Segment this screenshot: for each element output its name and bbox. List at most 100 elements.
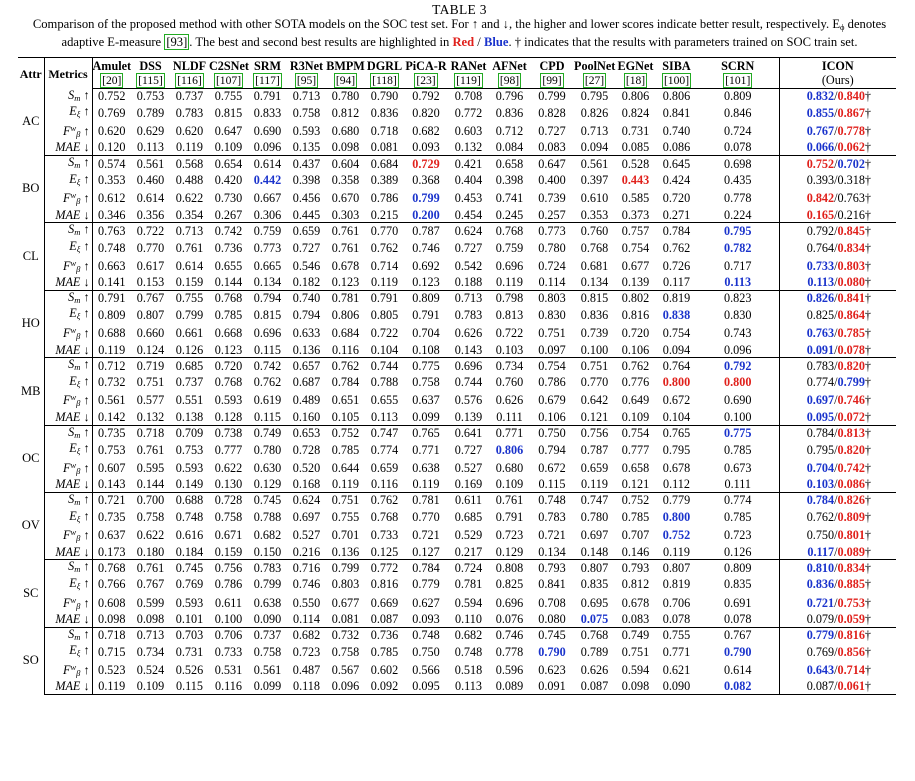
method-cite-link[interactable]: [20] bbox=[100, 72, 124, 88]
method-cite-link[interactable]: [118] bbox=[370, 72, 399, 88]
table-cell: 0.059† bbox=[837, 612, 896, 628]
method-cite-cell[interactable]: [107] bbox=[209, 72, 248, 90]
method-cite-cell[interactable]: [95] bbox=[287, 72, 326, 90]
method-cite-link[interactable]: [116] bbox=[175, 72, 204, 88]
method-cite-link[interactable]: [18] bbox=[623, 72, 648, 88]
method-cite-cell[interactable]: [100] bbox=[656, 72, 697, 90]
metric-label-text: Sm ↑ bbox=[68, 222, 90, 238]
method-cite-cell[interactable]: [98] bbox=[489, 72, 530, 90]
method-cite-cell[interactable]: [101] bbox=[697, 72, 780, 90]
cell-value: 0.761 bbox=[136, 560, 165, 575]
cell-value: 0.678 bbox=[621, 595, 650, 610]
method-cite-link[interactable]: [99] bbox=[540, 72, 564, 88]
method-cite-link[interactable]: [107] bbox=[213, 72, 244, 88]
cell-value: 0.527 bbox=[292, 528, 321, 543]
table-cell: 0.739 bbox=[574, 324, 615, 344]
caption-ref-link[interactable]: [93] bbox=[164, 34, 190, 50]
table-cell: 0.527 bbox=[287, 526, 326, 546]
table-cell: 0.454 bbox=[448, 208, 489, 224]
method-cite-cell[interactable]: [116] bbox=[170, 72, 209, 90]
method-cite-cell[interactable]: [117] bbox=[248, 72, 287, 90]
table-cell: 0.084 bbox=[489, 141, 530, 157]
table-cell: 0.714 bbox=[365, 257, 404, 277]
table-cell: 0.755 bbox=[209, 89, 248, 106]
table-cell: 0.864† bbox=[838, 307, 897, 324]
table-cell: 0.614 bbox=[248, 156, 287, 173]
method-cite-link[interactable]: [115] bbox=[136, 72, 165, 88]
method-cite-cell[interactable]: [18] bbox=[615, 72, 656, 90]
cell-value: 0.398 bbox=[292, 173, 321, 188]
table-cell: 0.083 bbox=[615, 612, 656, 628]
method-cite-cell[interactable]: [99] bbox=[530, 72, 574, 90]
table-cell: 0.784 bbox=[326, 375, 365, 392]
method-cite-link[interactable]: [100] bbox=[661, 72, 692, 88]
table-cell: 0.799 bbox=[248, 577, 287, 594]
cell-slash: / bbox=[834, 240, 838, 255]
table-cell: 0.809 bbox=[92, 307, 131, 324]
dagger-mark: † bbox=[864, 223, 872, 238]
cell-value: 0.626 bbox=[580, 662, 609, 677]
table-cell: 0.774 bbox=[697, 492, 780, 510]
cell-value: 0.733 bbox=[214, 644, 243, 659]
table-cell: 0.112 bbox=[656, 478, 697, 493]
method-cite-link[interactable]: [23] bbox=[414, 72, 438, 88]
cell-value: 0.617 bbox=[136, 258, 165, 273]
table-cell: 0.611 bbox=[209, 594, 248, 614]
cell-value: 0.724 bbox=[454, 560, 483, 575]
metric-label-text: Eξ ↑ bbox=[69, 441, 90, 457]
table-cell: 0.759 bbox=[248, 223, 287, 240]
table-cell: 0.718 bbox=[365, 122, 404, 142]
cell-value: 0.787 bbox=[580, 442, 609, 457]
table-cell: 0.770 bbox=[365, 223, 404, 240]
cell-value: 0.722 bbox=[370, 326, 399, 340]
cell-value: 0.812 bbox=[621, 577, 650, 592]
cell-value: 0.816 bbox=[837, 628, 865, 643]
table-cell: 0.400 bbox=[530, 173, 574, 190]
cell-value: 0.095 bbox=[412, 679, 440, 694]
table-cell: 0.660 bbox=[131, 324, 170, 344]
cell-value: 0.758 bbox=[253, 644, 282, 659]
method-cite-link[interactable]: [27] bbox=[582, 72, 607, 88]
cell-value: 0.784 bbox=[662, 223, 691, 238]
table-cell: 0.123 bbox=[209, 343, 248, 359]
dagger-mark: † bbox=[864, 679, 872, 694]
cell-value: 0.749 bbox=[621, 628, 650, 643]
cell-value: 0.823 bbox=[724, 291, 752, 306]
table-cell: 0.785 bbox=[209, 307, 248, 324]
method-cite-cell[interactable]: [27] bbox=[574, 72, 615, 90]
method-cite-cell[interactable]: [23] bbox=[404, 72, 448, 90]
cell-value: 0.806 bbox=[331, 307, 360, 322]
metric-label: Eξ ↑ bbox=[44, 374, 93, 392]
method-cite-link[interactable]: [95] bbox=[294, 72, 319, 88]
table-cell: 0.644 bbox=[326, 459, 365, 479]
table-cell: 0.813† bbox=[838, 425, 897, 442]
method-cite-link[interactable]: [94] bbox=[333, 72, 358, 88]
cell-value: 0.318 bbox=[837, 173, 865, 188]
table-cell: 0.655 bbox=[365, 391, 404, 411]
method-cite-link[interactable]: [98] bbox=[497, 72, 522, 88]
table-cell: 0.109 bbox=[489, 478, 530, 493]
method-cite-cell[interactable]: [20] bbox=[92, 72, 131, 90]
method-cite-link[interactable]: [101] bbox=[723, 72, 753, 88]
table-cell: 0.119 bbox=[489, 275, 530, 291]
table-cell: 0.787 bbox=[404, 223, 448, 240]
method-cite-cell[interactable]: [119] bbox=[448, 72, 489, 90]
method-cite-link[interactable]: [119] bbox=[454, 72, 483, 88]
method-cite-link[interactable]: [117] bbox=[253, 72, 282, 88]
table-cell: 0.111 bbox=[697, 478, 780, 493]
cell-value: 0.132 bbox=[136, 409, 165, 424]
metric-label: Fwβ ↑ bbox=[44, 256, 93, 277]
cell-value: 0.100 bbox=[580, 342, 609, 357]
cell-value: 0.116 bbox=[215, 679, 242, 694]
cell-value: 0.085 bbox=[621, 140, 650, 155]
method-cite-cell[interactable]: [94] bbox=[326, 72, 365, 90]
table-cell: 0.720 bbox=[615, 324, 656, 344]
table-cell: 0.146 bbox=[615, 545, 656, 561]
method-cite-cell[interactable]: [118] bbox=[365, 72, 404, 90]
table-cell: 0.594 bbox=[615, 661, 656, 681]
table-cell: 0.610 bbox=[574, 189, 615, 209]
table-cell: 0.696 bbox=[489, 257, 530, 277]
cell-value: 0.845 bbox=[837, 223, 865, 238]
cell-value: 0.770 bbox=[412, 510, 440, 525]
method-cite-cell[interactable]: [115] bbox=[131, 72, 170, 90]
